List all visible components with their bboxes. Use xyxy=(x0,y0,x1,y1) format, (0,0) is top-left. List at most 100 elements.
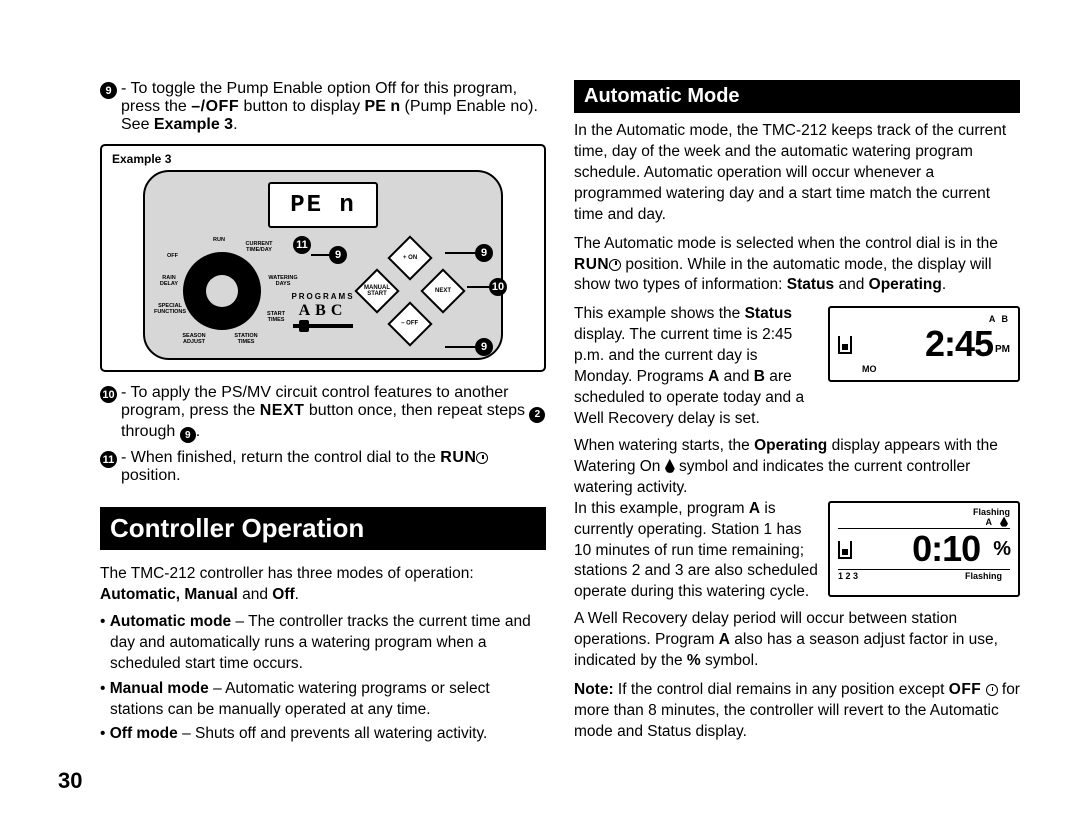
lcd2-pct: % xyxy=(993,538,1010,560)
step-10: 10 - To apply the PS/MV circuit control … xyxy=(100,384,546,443)
text: – Shuts off and prevents all watering ac… xyxy=(178,725,488,742)
step-number-9: 9 xyxy=(100,82,117,99)
pe-n: PE n xyxy=(365,98,401,115)
operating-lcd: Flashing A 0:10 % 1 2 3 Flashing xyxy=(828,501,1020,597)
status-ref: Status xyxy=(787,276,834,293)
off-icon xyxy=(986,684,998,696)
text: and xyxy=(719,368,753,385)
flashing-top: Flashing xyxy=(973,507,1010,517)
button-cluster: + ON MANUAL START NEXT – OFF xyxy=(355,242,465,342)
dial-start-label: START TIMES xyxy=(263,312,289,323)
dial-watering-label: WATERING DAYS xyxy=(265,276,301,287)
operating-text-1: When watering starts, the Operating disp… xyxy=(574,436,1020,499)
plus-on-button: + ON xyxy=(387,235,432,280)
dial-run-label: RUN xyxy=(213,238,225,244)
text: - When finished, return the control dial… xyxy=(121,449,440,466)
inline-2: 2 xyxy=(529,407,545,423)
dial-current-label: CURRENT TIME/DAY xyxy=(241,242,277,253)
lcd-time: 2:45 xyxy=(925,323,993,364)
dial-off-label: OFF xyxy=(167,254,178,260)
program-slider xyxy=(293,324,353,328)
prog-a: A xyxy=(719,631,730,648)
text: This example shows the xyxy=(574,305,745,322)
lcd2-bottom: 1 2 3 Flashing xyxy=(838,569,1010,581)
callout-11: 11 xyxy=(293,236,311,254)
text: button to display xyxy=(239,98,364,115)
lcd-mo: MO xyxy=(838,364,1010,374)
status-lcd: A B 2:45PM MO xyxy=(828,306,1020,382)
drop-icon xyxy=(665,459,675,473)
auto-p1: In the Automatic mode, the TMC-212 keeps… xyxy=(574,121,1020,226)
step-9-text: - To toggle the Pump Enable option Off f… xyxy=(121,80,546,134)
mode-list: Automatic mode – The controller tracks t… xyxy=(100,612,546,746)
manual-mode-bullet: Manual mode – Automatic watering program… xyxy=(110,679,546,721)
programs-label: PROGRAMS xyxy=(291,292,354,301)
text: and xyxy=(238,586,272,603)
lcd2-nums: 1 2 3 xyxy=(838,571,858,581)
operating-ref: Operating xyxy=(869,276,942,293)
note-label: Note: xyxy=(574,681,614,698)
auto-p2: The Automatic mode is selected when the … xyxy=(574,234,1020,297)
well-icon xyxy=(838,541,852,559)
text: through xyxy=(121,423,180,440)
page: 9 - To toggle the Pump Enable option Off… xyxy=(40,80,1040,749)
lcd-pm: PM xyxy=(995,344,1010,355)
minus-off-button: – OFF xyxy=(387,301,432,346)
note-text: Note: If the control dial remains in any… xyxy=(574,680,1020,743)
left-column: 9 - To toggle the Pump Enable option Off… xyxy=(40,80,546,749)
pct: % xyxy=(687,652,701,669)
text: The TMC-212 controller has three modes o… xyxy=(100,565,474,582)
control-dial xyxy=(183,252,261,330)
callout-10: 10 xyxy=(489,278,507,296)
text: symbol. xyxy=(701,652,759,669)
run-ref: RUN xyxy=(574,256,609,273)
off-button-ref: –/OFF xyxy=(191,98,239,115)
lcd2-time: 0:10 xyxy=(912,528,980,569)
intro-text: The TMC-212 controller has three modes o… xyxy=(100,564,546,606)
text: . xyxy=(196,423,200,440)
inline-9: 9 xyxy=(180,427,196,443)
off-mode: Off xyxy=(272,586,294,603)
flashing-bot: Flashing xyxy=(965,571,1002,581)
off-mode-bullet: Off mode – Shuts off and prevents all wa… xyxy=(110,724,546,745)
dial-rain-label: RAIN DELAY xyxy=(157,276,181,287)
auto-mode-bullet: Automatic mode – The controller tracks t… xyxy=(110,612,546,675)
next-ref: NEXT xyxy=(260,402,305,419)
step-number-10: 10 xyxy=(100,386,117,403)
dial-season-label: SEASON ADJUST xyxy=(179,334,209,345)
label: Off mode xyxy=(110,725,178,742)
label: Manual mode xyxy=(110,680,209,697)
step-11-text: - When finished, return the control dial… xyxy=(121,449,546,485)
text: position. xyxy=(121,467,181,484)
drop-icon xyxy=(1000,517,1008,527)
lcd-display: PE n xyxy=(268,182,378,228)
prog-a: A xyxy=(708,368,719,385)
off-ref: OFF xyxy=(949,681,982,698)
text: and xyxy=(834,276,868,293)
example-label: Example 3 xyxy=(112,152,171,166)
label: Automatic mode xyxy=(110,613,231,630)
well-icon xyxy=(838,336,852,354)
run-icon xyxy=(476,452,488,464)
text: When watering starts, the xyxy=(574,437,754,454)
callout-9c: 9 xyxy=(475,338,493,356)
status: Status xyxy=(745,305,792,322)
run-ref: RUN xyxy=(440,449,476,466)
text: If the control dial remains in any posit… xyxy=(614,681,949,698)
lcd2-time-row: 0:10 % xyxy=(838,531,1010,567)
step-9: 9 - To toggle the Pump Enable option Off… xyxy=(100,80,546,134)
text: The Automatic mode is selected when the … xyxy=(574,235,998,252)
step-number-11: 11 xyxy=(100,451,117,468)
prog-b: B xyxy=(754,368,765,385)
run-icon xyxy=(609,259,621,271)
well-recovery-text: A Well Recovery delay period will occur … xyxy=(574,609,1020,672)
text: In this example, program xyxy=(574,500,749,517)
automatic-mode-heading: Automatic Mode xyxy=(574,80,1020,113)
dial-station-label: STATION TIMES xyxy=(231,334,261,345)
callout-9b: 9 xyxy=(475,244,493,262)
lcd-time-row: 2:45PM xyxy=(838,326,1010,362)
text: button once, then repeat steps xyxy=(304,402,529,419)
prog-a: A xyxy=(749,500,760,517)
right-column: Automatic Mode In the Automatic mode, th… xyxy=(574,80,1040,749)
modes: Automatic, Manual xyxy=(100,586,238,603)
